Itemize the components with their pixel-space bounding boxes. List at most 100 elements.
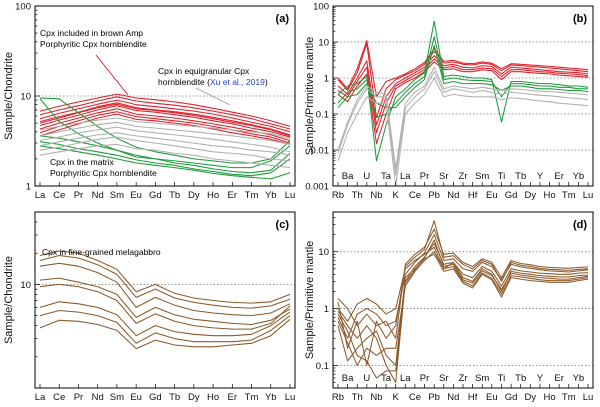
- x-tick-label: Pr: [420, 171, 430, 182]
- x-tick-label: Dy: [188, 392, 200, 403]
- x-tick-label: Ba: [342, 171, 354, 182]
- series-line-red-3: [39, 102, 291, 136]
- x-tick-label: Ti: [498, 373, 506, 384]
- x-tick-label: Tm: [562, 392, 576, 403]
- x-tick-label: La: [35, 392, 46, 403]
- x-tick-label: Er: [554, 171, 564, 182]
- panel-label: (b): [573, 13, 587, 25]
- x-tick-label: Dy: [188, 190, 200, 201]
- y-axis-title: Sample/Primitive mantle: [304, 37, 316, 156]
- x-tick-label: Lu: [583, 190, 594, 201]
- annotation-pointer: [195, 87, 231, 106]
- series-line-gray-9: [337, 71, 589, 176]
- x-tick-label: Ho: [543, 392, 555, 403]
- series-line-red-2: [39, 99, 291, 133]
- series-line-brown-3: [39, 262, 291, 317]
- x-tick-label: Zr: [459, 373, 468, 384]
- series-line-red-4: [337, 61, 589, 145]
- x-tick-label: Yb: [573, 171, 585, 182]
- series-line-gray-17: [39, 126, 291, 153]
- series-line-brown-8: [39, 318, 291, 350]
- series-line-green-11: [39, 98, 291, 169]
- x-tick-label: Rb: [332, 190, 344, 201]
- x-tick-label: Th: [352, 190, 363, 201]
- y-tick-label: 1: [324, 74, 329, 85]
- x-tick-label: Ba: [342, 373, 354, 384]
- panel-c: La Ce Pr Nd Sm Eu Gd Tb Dy Ho Er Tm Yb Lu 10 Sample/Cho…: [3, 211, 296, 403]
- series-line-gray-19: [39, 136, 291, 162]
- y-tick-label: 1: [26, 182, 31, 193]
- x-tick-label: Pr: [74, 392, 84, 403]
- x-tick-label: Ce: [409, 190, 421, 201]
- series-line-brown-3: [337, 220, 589, 366]
- series-line-gray-10: [337, 77, 589, 187]
- x-tick-label: U: [363, 171, 370, 182]
- panel-label: (a): [276, 13, 290, 25]
- y-axis-title: Sample/Chondrite: [3, 256, 15, 344]
- x-tick-label: Dy: [524, 190, 536, 201]
- x-tick-label: Yb: [573, 373, 585, 384]
- series-line-brown-2: [39, 254, 291, 309]
- x-tick-label: Sm: [475, 171, 489, 182]
- series-line-brown-1: [337, 246, 589, 322]
- x-tick-label: Th: [352, 392, 363, 403]
- x-tick-label: Nd: [447, 190, 459, 201]
- series-line-gray-15: [39, 117, 291, 139]
- series-line-brown-1: [39, 250, 291, 304]
- annotation-text: Cpx included in brown Amp: [40, 28, 143, 38]
- x-tick-label: Sm: [110, 190, 124, 201]
- series-line-brown-4: [39, 277, 291, 326]
- x-tick-label: Yb: [265, 392, 277, 403]
- y-tick-label: 0.01: [311, 146, 330, 157]
- x-tick-label: Ho: [207, 392, 219, 403]
- series-line-green-7: [337, 36, 588, 119]
- series-line-gray-11: [337, 66, 589, 170]
- y-tick-label: 0.1: [316, 110, 329, 121]
- y-axis-title: Sample/Primitive mantle: [304, 241, 316, 360]
- x-tick-label: Sm: [475, 373, 489, 384]
- x-tick-label: Tb: [169, 190, 180, 201]
- plot-frame: [34, 5, 296, 187]
- series-line-red-5: [337, 39, 589, 98]
- series-line-green-8: [337, 44, 589, 109]
- series-line-red-8: [39, 103, 291, 137]
- x-tick-label: Y: [537, 171, 544, 182]
- x-tick-label: Tm: [562, 190, 576, 201]
- y-tick-label: 0.001: [305, 182, 329, 193]
- x-tick-label: Lu: [285, 392, 296, 403]
- x-tick-label: Pr: [74, 190, 84, 201]
- series-line-green-6: [337, 20, 589, 162]
- series-line-brown-6: [337, 253, 589, 366]
- x-tick-label: Gd: [149, 190, 162, 201]
- series-line-brown-2: [337, 234, 589, 339]
- x-tick-label: Ce: [53, 190, 65, 201]
- x-tick-label: Eu: [486, 190, 498, 201]
- x-tick-label: Ho: [207, 190, 219, 201]
- series-line-brown-4: [337, 242, 589, 384]
- x-tick-label: Zr: [459, 171, 468, 182]
- y-tick-label: 10: [318, 247, 329, 258]
- y-tick-label: 100: [15, 2, 31, 13]
- x-tick-label: Nb: [370, 190, 382, 201]
- annotation-text: Cpx in the matrix: [50, 157, 115, 167]
- x-tick-label: Gd: [149, 392, 162, 403]
- x-tick-label: Hf: [468, 190, 478, 201]
- y-tick-label: 1: [324, 304, 329, 315]
- series-line-red-2: [337, 55, 589, 126]
- annotation-text: hornblendite (Xu et al., 2019): [158, 77, 268, 87]
- series-line-red-5: [39, 108, 291, 142]
- x-tick-label: Er: [554, 373, 564, 384]
- x-tick-label: La: [400, 373, 411, 384]
- x-tick-label: K: [393, 392, 400, 403]
- series-line-green-14: [39, 145, 291, 180]
- x-tick-label: Tb: [515, 373, 526, 384]
- x-tick-label: La: [400, 171, 411, 182]
- y-tick-label: 10: [20, 280, 31, 291]
- y-axis-title: Sample/Chondrite: [3, 52, 15, 140]
- series-line-red-1: [337, 43, 589, 119]
- x-tick-label: Sr: [439, 373, 449, 384]
- series-line-red-4: [39, 105, 291, 138]
- series-line-red-6: [39, 111, 291, 144]
- x-tick-label: Er: [228, 392, 238, 403]
